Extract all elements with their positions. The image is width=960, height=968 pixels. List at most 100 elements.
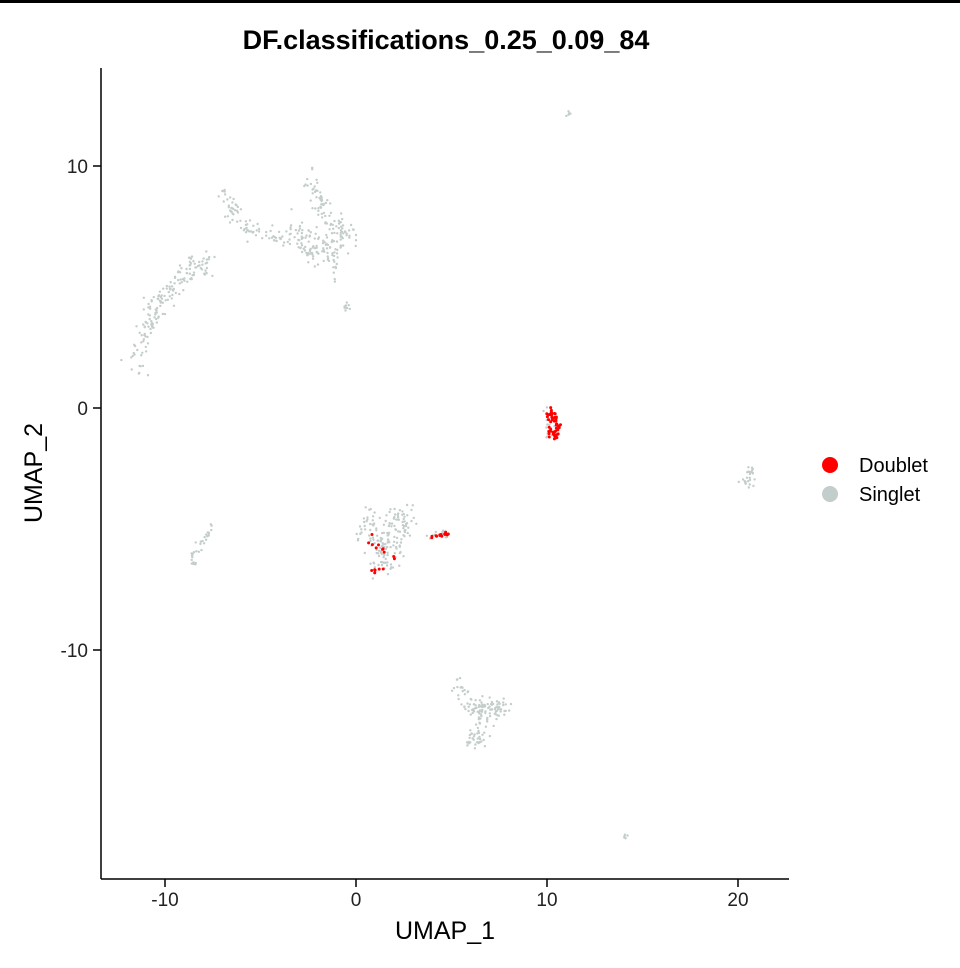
legend-label-doublet: Doublet bbox=[859, 455, 928, 477]
data-point bbox=[472, 703, 476, 706]
data-point bbox=[331, 252, 334, 255]
data-point bbox=[476, 710, 479, 713]
data-point bbox=[385, 514, 388, 517]
data-point bbox=[165, 284, 168, 288]
data-point bbox=[398, 509, 402, 512]
data-point bbox=[495, 705, 498, 709]
data-point bbox=[172, 287, 175, 291]
data-point bbox=[150, 320, 153, 323]
data-point bbox=[153, 316, 156, 319]
data-point bbox=[328, 214, 331, 217]
data-point bbox=[392, 557, 396, 561]
data-point bbox=[301, 229, 304, 232]
data-point bbox=[297, 229, 301, 232]
data-point bbox=[737, 480, 740, 484]
data-point bbox=[298, 224, 302, 228]
data-point bbox=[317, 207, 320, 210]
data-point bbox=[404, 524, 408, 528]
data-point bbox=[131, 354, 134, 358]
data-point bbox=[223, 215, 227, 218]
data-point bbox=[207, 258, 210, 261]
data-point bbox=[244, 231, 248, 234]
data-point bbox=[325, 247, 329, 250]
data-point bbox=[384, 557, 387, 561]
data-point bbox=[329, 222, 333, 226]
data-point bbox=[370, 543, 374, 547]
data-point bbox=[370, 533, 374, 536]
data-point bbox=[398, 564, 401, 567]
data-point bbox=[397, 530, 400, 533]
data-point bbox=[490, 700, 494, 704]
data-point bbox=[747, 466, 750, 469]
data-point bbox=[312, 255, 315, 258]
data-point bbox=[142, 296, 145, 299]
x-tick-label: -10 bbox=[151, 890, 178, 911]
data-point bbox=[389, 563, 393, 566]
data-point bbox=[188, 272, 191, 275]
data-point bbox=[183, 279, 186, 282]
data-point bbox=[306, 184, 309, 187]
data-point bbox=[183, 277, 186, 280]
data-point bbox=[363, 524, 366, 528]
data-point bbox=[207, 532, 210, 535]
data-point bbox=[496, 703, 499, 706]
data-point bbox=[752, 484, 755, 488]
data-point bbox=[567, 110, 570, 113]
data-point bbox=[382, 523, 386, 526]
data-point bbox=[400, 538, 403, 541]
data-point bbox=[398, 545, 401, 548]
data-point bbox=[332, 271, 335, 274]
data-point bbox=[150, 322, 153, 325]
data-point bbox=[403, 515, 406, 518]
data-point bbox=[143, 333, 146, 337]
data-point bbox=[185, 272, 189, 275]
doublet-cluster-1 bbox=[430, 530, 450, 540]
data-point bbox=[326, 199, 329, 202]
data-point bbox=[469, 729, 472, 732]
data-point bbox=[549, 408, 553, 412]
data-point bbox=[388, 510, 391, 514]
data-point bbox=[363, 528, 367, 531]
data-point bbox=[474, 699, 477, 702]
data-point bbox=[503, 713, 506, 716]
data-point bbox=[385, 564, 389, 567]
data-point bbox=[182, 289, 185, 292]
data-point bbox=[233, 209, 237, 212]
data-point bbox=[166, 298, 170, 301]
data-point bbox=[504, 703, 507, 706]
data-point bbox=[315, 246, 318, 249]
data-point bbox=[406, 514, 409, 517]
data-point bbox=[411, 504, 414, 507]
data-point bbox=[311, 207, 314, 210]
data-point bbox=[743, 480, 746, 483]
data-point bbox=[147, 302, 150, 306]
data-point bbox=[257, 230, 261, 233]
data-point bbox=[384, 542, 387, 546]
data-point bbox=[475, 706, 478, 710]
data-point bbox=[330, 240, 333, 244]
data-point bbox=[205, 258, 209, 261]
data-point bbox=[493, 712, 496, 715]
data-point bbox=[346, 252, 350, 255]
data-point bbox=[309, 231, 312, 234]
data-point bbox=[201, 263, 204, 266]
data-point bbox=[550, 411, 554, 415]
data-point bbox=[750, 466, 754, 469]
data-point bbox=[382, 550, 386, 554]
data-point bbox=[748, 483, 751, 486]
data-point bbox=[200, 268, 204, 271]
data-point bbox=[406, 531, 409, 535]
data-point bbox=[375, 527, 378, 530]
data-point bbox=[150, 325, 154, 328]
data-point bbox=[149, 327, 152, 331]
data-point bbox=[747, 486, 750, 489]
data-point bbox=[399, 541, 403, 544]
singlet-cluster-6 bbox=[565, 110, 572, 118]
data-point bbox=[624, 837, 627, 840]
data-point bbox=[217, 195, 220, 198]
data-point bbox=[386, 553, 389, 557]
data-point bbox=[317, 237, 320, 241]
data-point bbox=[430, 534, 434, 538]
data-point bbox=[159, 301, 162, 304]
data-point bbox=[412, 516, 415, 520]
